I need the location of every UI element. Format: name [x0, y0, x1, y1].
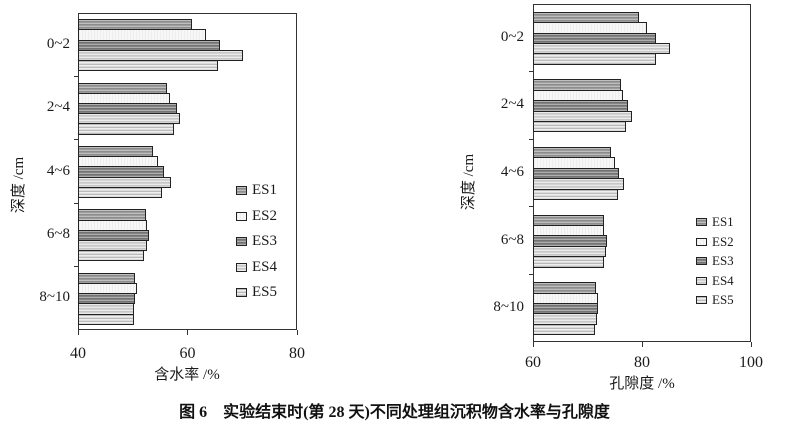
- chart1-bar-ES5-2~4: [78, 123, 175, 135]
- chart1-legend-label-ES5: ES5: [252, 284, 278, 300]
- chart1-y-tick: [74, 266, 78, 268]
- chart1-legend-swatch-ES1: [236, 186, 247, 195]
- chart2-x-axis-label: 孔隙度 /%: [609, 376, 675, 392]
- chart1-y-category-label: 6~8: [46, 225, 70, 242]
- chart1-x-tick-label: 80: [289, 345, 305, 362]
- chart2-y-category-label: 8~10: [493, 299, 524, 316]
- chart1-x-tick-label: 60: [179, 345, 196, 362]
- chart2-legend-swatch-ES4: [696, 276, 707, 285]
- chart2-legend-label-ES5: ES5: [712, 292, 734, 308]
- chart2-legend-label-ES4: ES4: [712, 272, 734, 288]
- chart1-y-category-label: 8~10: [39, 289, 70, 306]
- chart2-legend-label-ES1: ES1: [712, 214, 734, 229]
- chart1-y-category-label: 0~2: [46, 35, 70, 52]
- chart1-y-tick: [74, 202, 78, 204]
- chart1-y-category-label: 4~6: [46, 162, 70, 179]
- chart1-bar-ES5-6~8: [78, 250, 144, 262]
- chart2-x-tick-label: 80: [634, 354, 650, 371]
- chart2-x-tick-label: 60: [525, 354, 541, 371]
- chart1-legend-swatch-ES5: [236, 288, 247, 297]
- chart2-legend-swatch-ES1: [696, 218, 707, 226]
- chart1-y-tick: [74, 139, 78, 141]
- chart2-y-tick: [529, 71, 533, 73]
- chart1-y-axis-label: 深度 /cm: [11, 156, 27, 214]
- chart2-y-tick: [529, 138, 533, 140]
- chart2-legend-label-ES2: ES2: [712, 233, 734, 249]
- chart1-x-axis-label: 含水率 /%: [154, 367, 220, 383]
- chart2-x-tick: [641, 342, 643, 347]
- chart2-x-tick: [750, 342, 752, 347]
- figure-caption: 图 6 实验结束时(第 28 天)不同处理组沉积物含水率与孔隙度: [179, 404, 610, 421]
- chart1-legend-label-ES1: ES1: [252, 182, 278, 198]
- chart1-x-tick: [77, 330, 79, 335]
- chart2-y-category-label: 6~8: [500, 231, 524, 248]
- chart1-legend-label-ES2: ES2: [252, 207, 278, 224]
- chart2-bar-ES5-2~4: [533, 121, 626, 133]
- chart1-y-tick: [74, 75, 78, 77]
- chart2-y-category-label: 4~6: [500, 164, 524, 180]
- chart2-bar-ES5-4~6: [533, 188, 619, 200]
- chart2-bar-ES5-6~8: [533, 256, 604, 268]
- chart1-y-category-label: 2~4: [46, 99, 70, 116]
- chart1-legend-label-ES4: ES4: [252, 258, 278, 275]
- chart1-legend-swatch-ES3: [236, 237, 247, 246]
- chart2-y-axis-label: 深度 /cm: [461, 153, 477, 211]
- chart1-x-tick: [296, 330, 298, 335]
- chart2-legend-swatch-ES2: [696, 237, 707, 246]
- chart2-y-category-label: 2~4: [500, 96, 524, 113]
- chart1-x-tick: [187, 330, 188, 335]
- chart2-legend-label-ES3: ES3: [712, 253, 734, 269]
- chart1-legend-swatch-ES2: [236, 211, 247, 221]
- chart1-bar-ES5-0~2: [78, 60, 219, 72]
- chart2-bar-ES5-0~2: [533, 53, 656, 65]
- chart2-y-category-label: 0~2: [500, 28, 524, 45]
- chart2-x-tick-label: 100: [739, 354, 763, 371]
- chart1-legend-swatch-ES4: [236, 262, 247, 272]
- chart1-legend-label-ES3: ES3: [252, 233, 278, 249]
- chart2-x-tick: [532, 342, 534, 347]
- chart2-y-tick: [529, 206, 533, 208]
- chart1-bar-ES5-4~6: [78, 186, 162, 198]
- chart1-x-tick-label: 40: [70, 345, 86, 362]
- chart2-legend-swatch-ES3: [696, 257, 707, 266]
- chart1-bar-ES5-8~10: [78, 313, 135, 325]
- chart2-bar-ES5-8~10: [533, 323, 596, 336]
- chart2-legend-swatch-ES5: [696, 296, 707, 305]
- chart2-y-tick: [529, 273, 533, 275]
